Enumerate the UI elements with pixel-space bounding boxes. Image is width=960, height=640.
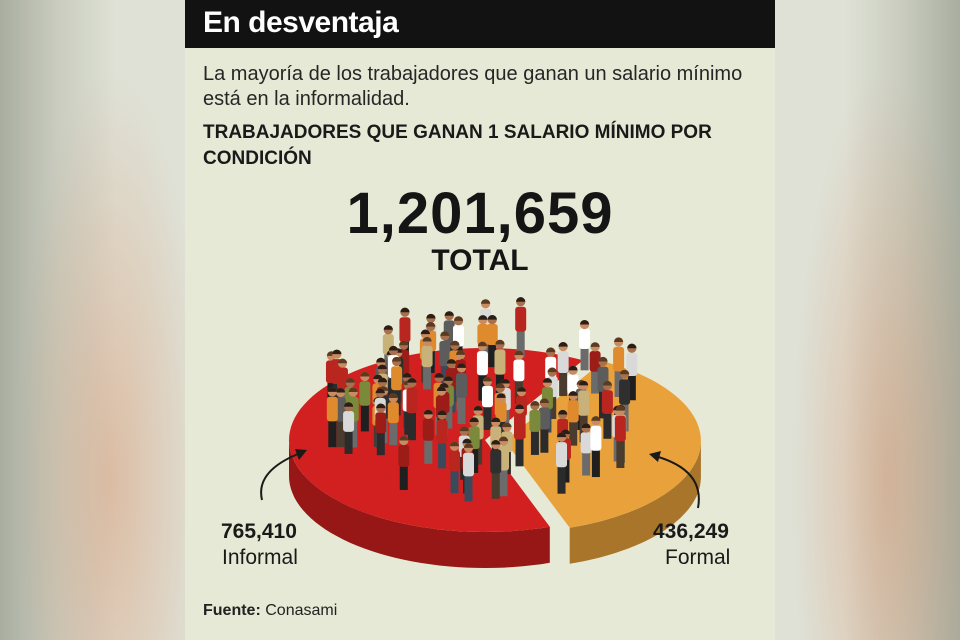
infographic-card: En desventaja La mayoría de los trabajad…: [185, 0, 775, 640]
source-note: Fuente: Conasami: [203, 602, 337, 620]
arrow-formal-head: [649, 451, 661, 462]
worker-figure: [421, 336, 433, 390]
chart-title: TRABAJADORES QUE GANAN 1 SALARIO MÍNIMO …: [203, 122, 712, 169]
worker-figure: [343, 402, 355, 454]
pie-slice-formal-side: [569, 440, 701, 564]
total-label: TOTAL: [431, 244, 529, 277]
informal-name-label: Informal: [222, 546, 298, 569]
worker-figure: [490, 439, 502, 499]
workers-crowd-illustration: [325, 297, 638, 502]
worker-figure: [614, 406, 626, 469]
formal-name-label: Formal: [665, 546, 731, 569]
worker-figure: [613, 337, 625, 397]
worker-figure: [538, 398, 550, 453]
source-name: Conasami: [265, 602, 338, 619]
worker-figure: [579, 319, 591, 371]
worker-figure: [515, 297, 527, 358]
informal-value-label: 765,410: [221, 520, 297, 543]
worker-figure: [398, 435, 410, 490]
worker-figure: [626, 343, 638, 401]
worker-figure: [463, 443, 475, 502]
worker-figure: [406, 378, 418, 441]
worker-figure: [514, 404, 526, 467]
header-title: En desventaja: [203, 6, 399, 39]
arrow-formal: [654, 455, 700, 509]
worker-figure: [391, 356, 403, 416]
worker-figure: [557, 342, 569, 397]
worker-figure: [529, 401, 541, 455]
worker-figure: [589, 342, 601, 394]
background-blur-right: [775, 0, 960, 640]
formal-value-label: 436,249: [653, 520, 729, 543]
pie-chart: [260, 297, 701, 568]
worker-figure: [436, 410, 448, 469]
worker-figure: [359, 371, 371, 432]
worker-figure: [481, 376, 493, 430]
pie-slice-informal-side: [289, 440, 550, 568]
worker-figure: [375, 403, 387, 456]
worker-figure: [448, 441, 460, 494]
background-blur-left: [0, 0, 185, 640]
worker-figure: [476, 341, 488, 401]
worker-figure: [580, 423, 592, 476]
header-bar: En desventaja: [185, 0, 775, 48]
worker-figure: [387, 393, 399, 446]
subtitle: La mayoría de los trabajadores que ganan…: [203, 63, 743, 110]
worker-figure: [590, 416, 602, 478]
worker-figure: [567, 391, 579, 446]
worker-figure: [326, 387, 338, 448]
worker-figure: [486, 315, 498, 368]
worker-figure: [456, 363, 468, 425]
arrow-informal-head: [295, 449, 307, 460]
worker-figure: [422, 409, 434, 464]
source-label: Fuente:: [203, 602, 261, 619]
worker-figure: [556, 432, 568, 494]
worker-figure: [601, 380, 613, 439]
total-value: 1,201,659: [346, 181, 614, 246]
arrow-informal: [260, 451, 304, 501]
